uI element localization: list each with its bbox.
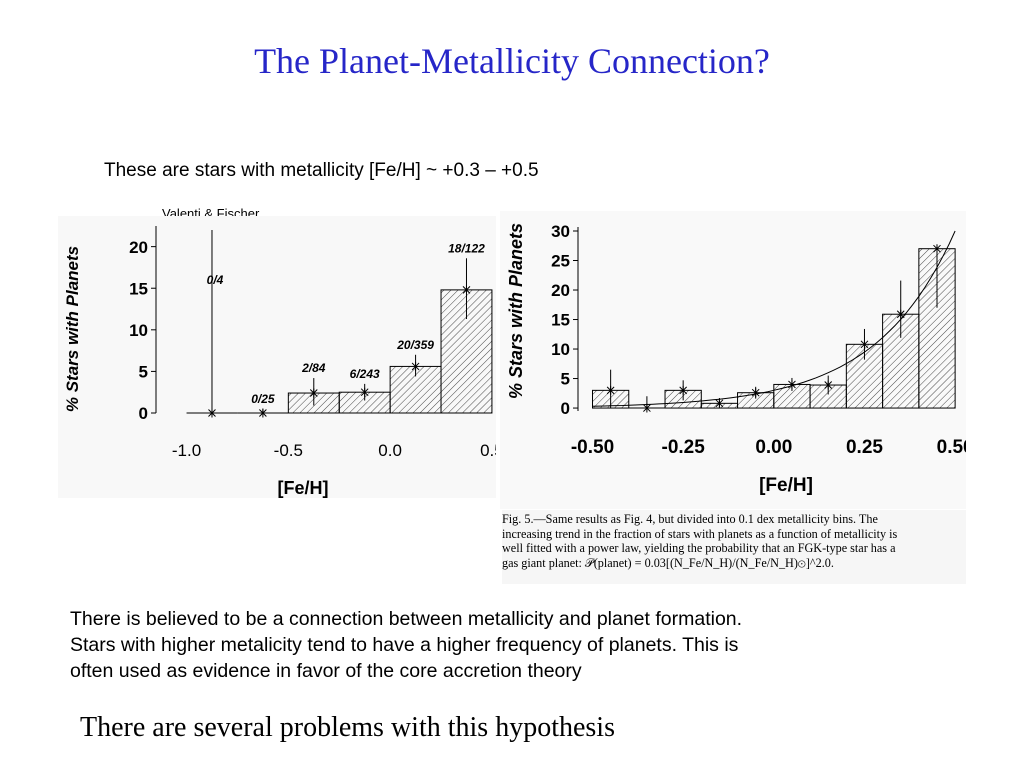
y-tick-label: 30 — [551, 222, 570, 241]
data-point-marker — [411, 361, 420, 371]
data-point-marker — [679, 385, 688, 395]
y-tick-label: 15 — [129, 279, 148, 298]
right-histogram-svg: 0 5 10 15 20 25 30 -0.50 -0.25 0.00 0.25 0.50 [Fe/H]… — [500, 211, 966, 509]
x-tick-label: 0.50 — [937, 437, 966, 458]
body-line: often used as evidence in favor of the c… — [70, 660, 582, 682]
left-histogram-chart: 0/4 0/25 2/84 6/243 20/359 18/122 0 5 10 15 20 -1.0… — [58, 216, 496, 498]
y-tick-label: 0 — [139, 404, 148, 423]
caption-line: increasing trend in the fraction of star… — [502, 526, 898, 541]
bin-count-label: 20/359 — [396, 338, 434, 352]
y-tick-label: 0 — [561, 399, 570, 418]
x-axis-label: [Fe/H] — [759, 475, 813, 496]
x-tick-label: -0.5 — [274, 441, 303, 460]
y-tick-label: 5 — [561, 370, 570, 389]
data-point-marker — [824, 380, 833, 390]
body-paragraph: There is believed to be a connection bet… — [70, 606, 970, 684]
body-line: There is believed to be a connection bet… — [70, 608, 743, 630]
data-point-marker — [715, 398, 724, 408]
y-tick-label: 20 — [129, 238, 148, 257]
y-tick-label: 25 — [551, 252, 570, 271]
bin-count-label: 2/84 — [301, 361, 326, 375]
caption-line: Fig. 5.—Same results as Fig. 4, but divi… — [502, 512, 878, 526]
caption-line: gas giant planet: 𝒫(planet) = 0.03[(N_Fe… — [502, 555, 834, 570]
y-tick-label: 20 — [551, 281, 570, 300]
data-point-marker — [462, 285, 471, 295]
data-point-marker — [751, 388, 760, 398]
y-axis-label: % Stars with Planets — [506, 223, 526, 399]
y-tick-label: 5 — [139, 363, 148, 382]
x-tick-label: 0.00 — [755, 437, 792, 458]
x-tick-label: -0.25 — [662, 437, 706, 458]
y-axis-label: % Stars with Planets — [63, 246, 82, 412]
x-tick-label: -1.0 — [172, 441, 201, 460]
bin-count-label: 6/243 — [350, 367, 380, 381]
x-tick-label: 0.0 — [378, 441, 402, 460]
closing-statement: There are several problems with this hyp… — [80, 712, 615, 743]
x-tick-label: 0.5 — [480, 441, 496, 460]
bin-count-label: 0/4 — [207, 273, 224, 287]
data-point-marker — [259, 408, 267, 418]
data-point-marker — [860, 339, 869, 349]
left-histogram-svg: 0/4 0/25 2/84 6/243 20/359 18/122 0 5 10 15 20 -1.0… — [58, 216, 496, 498]
data-point-marker — [208, 408, 216, 418]
y-tick-label: 10 — [129, 321, 148, 340]
right-histogram-chart: 0 5 10 15 20 25 30 -0.50 -0.25 0.00 0.25 0.50 [Fe/H]… — [500, 211, 966, 509]
subtitle: These are stars with metallicity [Fe/H] … — [104, 160, 539, 181]
data-point-marker — [360, 387, 369, 397]
bin-count-label: 18/122 — [448, 241, 485, 255]
figure-caption: Fig. 5.—Same results as Fig. 4, but divi… — [502, 510, 966, 584]
data-point-marker — [643, 403, 651, 413]
x-axis-label: [Fe/H] — [278, 478, 329, 498]
bin-count-label: 0/25 — [251, 392, 275, 406]
caption-line: well fitted with a power law, yielding t… — [502, 541, 896, 555]
x-tick-label: 0.25 — [846, 437, 883, 458]
data-point-marker — [309, 388, 318, 398]
data-point-marker — [933, 244, 941, 254]
x-tick-label: -0.50 — [571, 437, 614, 458]
body-line: Stars with higher metalicity tend to hav… — [70, 634, 739, 656]
data-point-marker — [606, 385, 615, 395]
y-tick-label: 10 — [551, 340, 570, 359]
y-tick-label: 15 — [551, 311, 570, 330]
chart-background — [58, 216, 496, 498]
slide-title: The Planet-Metallicity Connection? — [254, 41, 770, 81]
power-law-fit-curve — [592, 230, 956, 407]
